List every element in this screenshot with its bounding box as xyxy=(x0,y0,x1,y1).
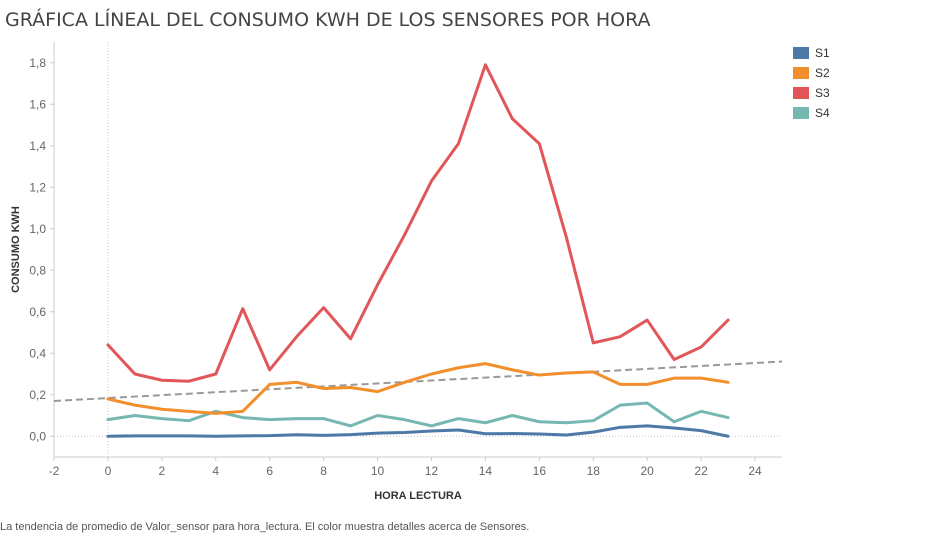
legend: S1 S2 S3 S4 xyxy=(793,43,830,123)
y-tick-label: 0,4 xyxy=(29,346,46,360)
x-axis-title: HORA LECTURA xyxy=(374,490,462,502)
series-lines xyxy=(106,63,730,438)
x-tick-label: 0 xyxy=(105,464,112,478)
x-tick-label: 14 xyxy=(479,464,493,478)
x-tick-label: 20 xyxy=(641,464,655,478)
legend-label: S3 xyxy=(815,86,830,100)
x-tick-label: 22 xyxy=(694,464,708,478)
x-tick-label: 10 xyxy=(371,464,385,478)
x-tick-label: 6 xyxy=(266,464,273,478)
x-tick-label: -2 xyxy=(49,464,60,478)
y-tick-label: 1,2 xyxy=(29,180,46,194)
y-tick-label: 1,8 xyxy=(29,56,46,70)
x-tick-label: 12 xyxy=(425,464,439,478)
legend-item-s1[interactable]: S1 xyxy=(793,43,830,63)
y-tick-label: 0,8 xyxy=(29,263,46,277)
tick-labels: 0,00,20,40,60,81,01,21,41,61,8-2 0 2 4 6 8 10 1… xyxy=(29,56,762,478)
legend-swatch xyxy=(793,67,809,79)
y-tick-label: 1,4 xyxy=(29,139,46,153)
y-tick-label: 1,0 xyxy=(29,222,46,236)
legend-swatch xyxy=(793,107,809,119)
series-line-s1 xyxy=(106,424,730,438)
x-tick-label: 4 xyxy=(212,464,219,478)
series-line-s4 xyxy=(106,401,730,428)
legend-item-s2[interactable]: S2 xyxy=(793,63,830,83)
legend-item-s3[interactable]: S3 xyxy=(793,83,830,103)
series-line-s2 xyxy=(106,362,730,415)
x-tick-label: 18 xyxy=(587,464,601,478)
legend-label: S2 xyxy=(815,66,830,80)
axes xyxy=(53,42,782,458)
x-tick-label: 8 xyxy=(320,464,327,478)
x-tick-label: 24 xyxy=(748,464,762,478)
legend-label: S1 xyxy=(815,46,830,60)
legend-swatch xyxy=(793,47,809,59)
chart-title: GRÁFICA LÍNEAL DEL CONSUMO KWH DE LOS SE… xyxy=(5,9,651,31)
trend-line xyxy=(53,360,783,402)
y-tick-label: 0,2 xyxy=(29,388,46,402)
chart-caption: La tendencia de promedio de Valor_sensor… xyxy=(0,521,530,533)
trend-line-group xyxy=(53,360,783,402)
series-line-s3 xyxy=(106,63,730,383)
y-tick-label: 0,0 xyxy=(29,429,46,443)
x-tick-label: 16 xyxy=(533,464,547,478)
legend-item-s4[interactable]: S4 xyxy=(793,103,830,123)
legend-label: S4 xyxy=(815,106,830,120)
y-tick-label: 1,6 xyxy=(29,97,46,111)
y-tick-label: 0,6 xyxy=(29,305,46,319)
y-axis-title: CONSUMO KWH xyxy=(10,206,22,293)
x-tick-label: 2 xyxy=(159,464,166,478)
legend-swatch xyxy=(793,87,809,99)
